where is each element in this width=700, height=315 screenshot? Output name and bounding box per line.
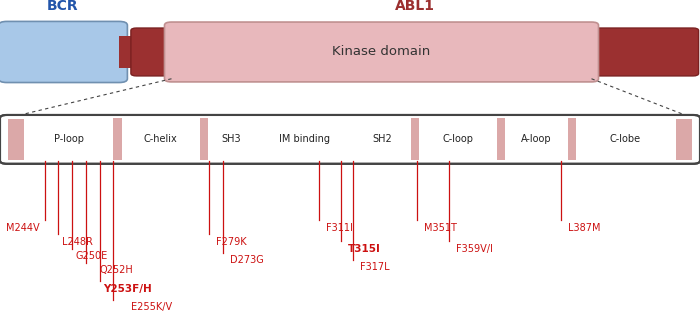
Bar (497, 118, 505, 160)
FancyBboxPatch shape (164, 22, 598, 82)
Text: A-loop: A-loop (522, 135, 552, 144)
Text: F359V/I: F359V/I (456, 244, 494, 254)
Text: P-loop: P-loop (55, 135, 84, 144)
Text: ABL1: ABL1 (395, 0, 435, 13)
Text: F311I: F311I (326, 223, 353, 233)
Text: G250E: G250E (76, 251, 108, 261)
Text: F317L: F317L (360, 262, 390, 272)
FancyBboxPatch shape (0, 21, 127, 83)
Bar (199, 118, 208, 160)
Bar (568, 118, 576, 160)
Text: BCR: BCR (47, 0, 79, 13)
Bar (676, 119, 692, 160)
Text: M244V: M244V (6, 223, 40, 233)
Text: SH2: SH2 (372, 135, 392, 144)
Text: Y253F/H: Y253F/H (103, 284, 152, 294)
Bar (8, 119, 24, 160)
Text: D273G: D273G (230, 255, 264, 265)
Text: L248R: L248R (62, 237, 93, 247)
Text: Kinase domain: Kinase domain (332, 45, 430, 59)
Text: Q252H: Q252H (100, 265, 134, 275)
Text: E255K/V: E255K/V (131, 302, 172, 312)
Text: T315I: T315I (348, 244, 381, 254)
Text: IM binding: IM binding (279, 135, 330, 144)
Text: SH3: SH3 (222, 135, 242, 144)
Bar (113, 118, 122, 160)
Text: C-loop: C-loop (442, 135, 474, 144)
Bar (119, 36, 136, 68)
Bar (411, 118, 419, 160)
Text: M351T: M351T (424, 223, 457, 233)
Text: C-lobe: C-lobe (610, 135, 641, 144)
Text: L387M: L387M (568, 223, 601, 233)
FancyBboxPatch shape (0, 115, 700, 164)
FancyBboxPatch shape (131, 28, 699, 76)
Text: C-helix: C-helix (144, 135, 178, 144)
Text: F279K: F279K (216, 237, 247, 247)
